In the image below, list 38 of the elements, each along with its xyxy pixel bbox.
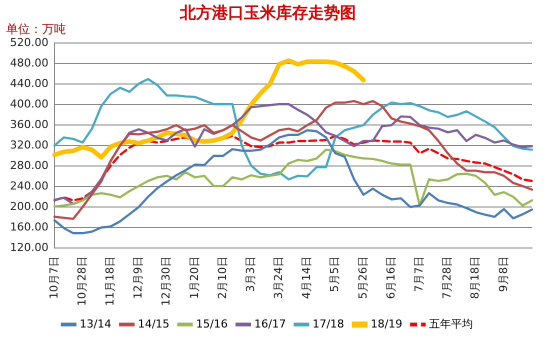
x-tick-label: 7月28日 (440, 256, 454, 300)
legend-label: 14/15 (138, 317, 170, 330)
x-tick-label: 10月28日 (75, 256, 88, 306)
y-axis-title: 单位：万吨 (6, 22, 66, 36)
y-tick-label: 480.00 (10, 56, 48, 70)
y-tick-label: 160.00 (10, 220, 48, 234)
x-tick-label: 1月20日 (188, 256, 201, 300)
x-tick-label: 3月24日 (272, 256, 286, 300)
x-tick-label: 2月10日 (216, 256, 229, 300)
y-tick-label: 520.00 (10, 36, 48, 50)
chart-title: 北方港口玉米库存走势图 (179, 2, 356, 22)
y-tick-label: 280.00 (10, 158, 48, 172)
x-tick-label: 5月5日 (328, 256, 342, 292)
x-tick-label: 7月7日 (412, 256, 426, 292)
line-series (53, 134, 534, 202)
x-tick-label: 4月14日 (300, 256, 314, 300)
legend-label: 18/19 (370, 317, 402, 330)
x-tick-label: 8月18日 (468, 256, 482, 300)
y-tick-label: 360.00 (10, 118, 48, 131)
x-tick-label: 12月30日 (160, 256, 173, 306)
legend-label: 15/16 (196, 317, 228, 330)
legend-label: 13/14 (80, 317, 112, 330)
x-tick-label: 5月26日 (356, 256, 370, 300)
legend-label: 17/18 (312, 317, 344, 330)
x-tick-label: 6月16日 (384, 256, 398, 300)
x-tick-label: 9月8日 (496, 256, 510, 292)
y-tick-label: 400.00 (10, 98, 48, 110)
y-tick-label: 240.00 (10, 179, 48, 192)
x-tick-label: 10月7日 (47, 256, 60, 300)
y-tick-label: 320.00 (10, 138, 48, 152)
x-tick-label: 3月3日 (244, 256, 257, 292)
y-tick-label: 120.00 (10, 240, 48, 254)
legend-label: 16/17 (254, 317, 286, 330)
legend-label: 五年平均 (428, 317, 473, 330)
y-tick-label: 440.00 (10, 77, 48, 90)
y-tick-label: 200.00 (10, 200, 48, 213)
x-tick-label: 12月9日 (132, 256, 145, 300)
x-tick-label: 11月18日 (104, 256, 117, 306)
